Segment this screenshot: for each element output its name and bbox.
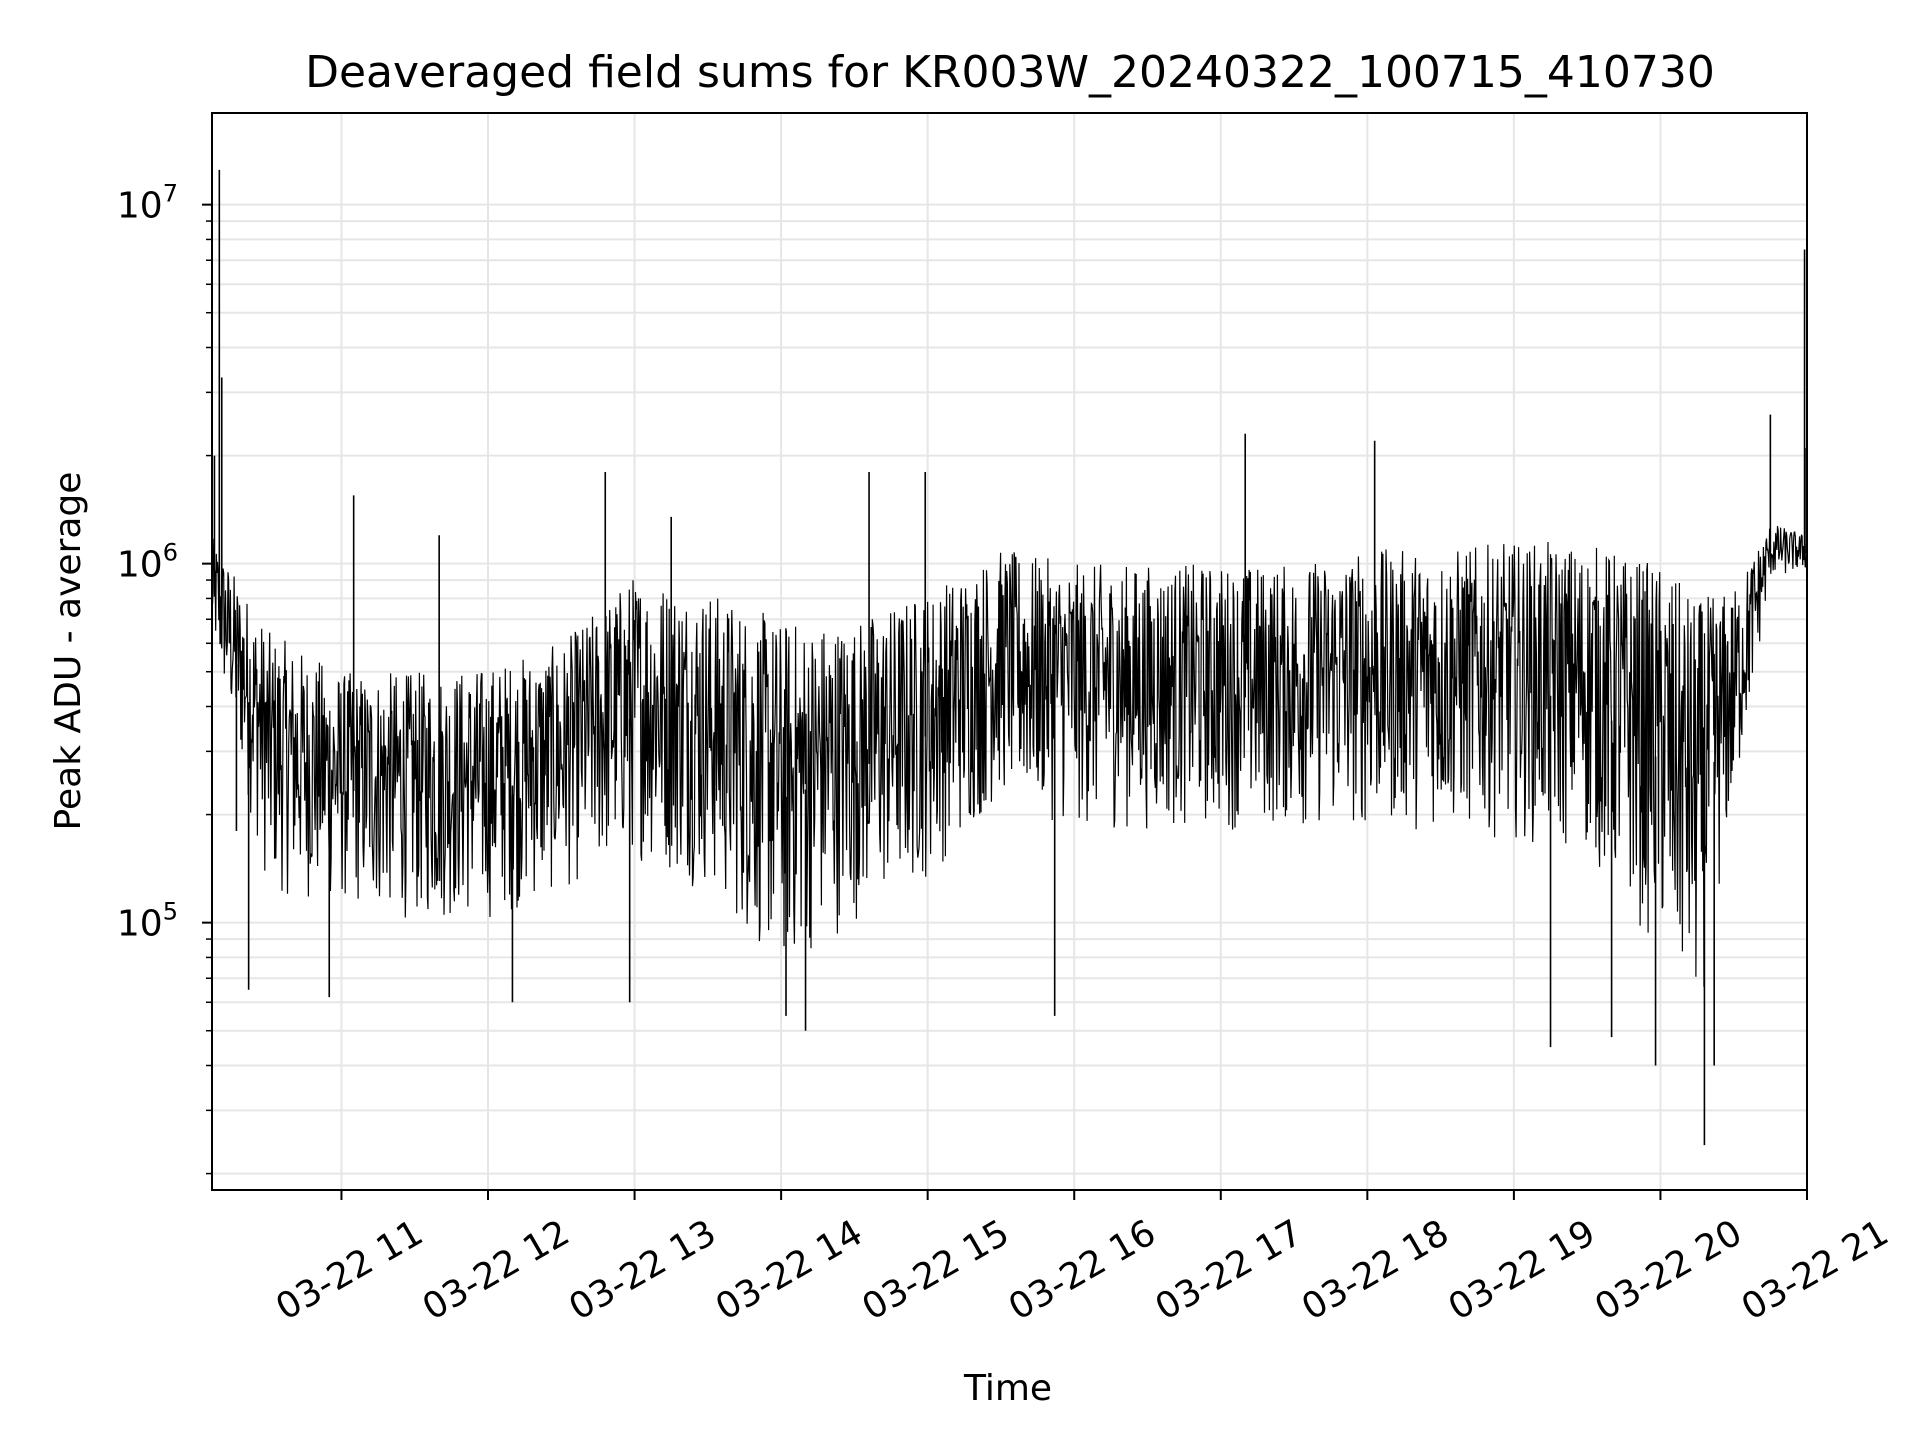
data-layer [211, 169, 1808, 1146]
chart-title: Deaveraged field sums for KR003W_2024032… [305, 47, 1715, 98]
y-tick-label: 106 [117, 539, 178, 586]
series-line [211, 526, 1808, 987]
y-axis-label: Peak ADU - average [48, 472, 89, 831]
y-tick-label: 105 [117, 898, 178, 945]
x-axis-label: Time [963, 1368, 1052, 1409]
y-tick-label: 107 [117, 180, 178, 227]
plot-frame [211, 112, 1808, 1191]
